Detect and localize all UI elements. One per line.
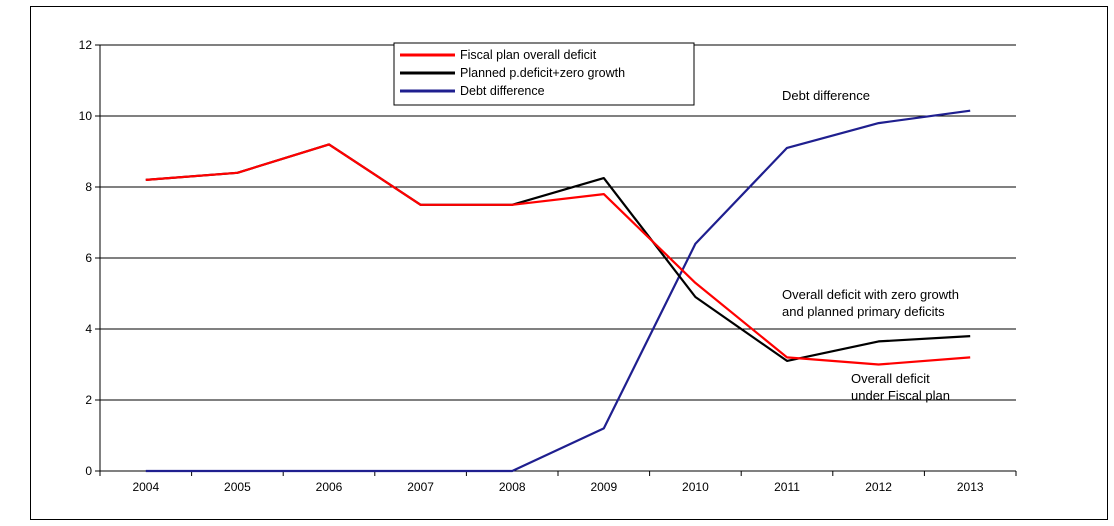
y-tick-label: 4 (85, 322, 92, 336)
x-tick-label: 2012 (865, 480, 892, 494)
series-line-0 (145, 143, 971, 366)
legend-label: Planned p.deficit+zero growth (460, 66, 625, 80)
x-tick-label: 2006 (316, 480, 343, 494)
series-line-2 (145, 109, 971, 473)
y-tick-label: 2 (85, 393, 92, 407)
x-tick-label: 2013 (957, 480, 984, 494)
annotation-text: and planned primary deficits (782, 304, 945, 319)
x-tick-label: 2007 (407, 480, 434, 494)
legend-label: Fiscal plan overall deficit (460, 48, 597, 62)
x-tick-label: 2011 (774, 480, 800, 494)
y-tick-label: 6 (85, 251, 92, 265)
x-tick-label: 2008 (499, 480, 526, 494)
annotation-text: under Fiscal plan (851, 388, 950, 403)
y-tick-label: 0 (85, 464, 92, 478)
annotation-text: Debt difference (782, 88, 870, 103)
x-tick-label: 2005 (224, 480, 251, 494)
annotation-text: Overall deficit with zero growth (782, 287, 959, 302)
legend-label: Debt difference (460, 84, 545, 98)
y-tick-label: 10 (79, 109, 93, 123)
x-tick-label: 2009 (590, 480, 617, 494)
y-tick-label: 12 (79, 38, 93, 52)
series-line-1 (145, 143, 971, 362)
x-tick-label: 2004 (132, 480, 159, 494)
annotation-text: Overall deficit (851, 371, 930, 386)
x-tick-label: 2010 (682, 480, 709, 494)
y-tick-label: 8 (85, 180, 92, 194)
